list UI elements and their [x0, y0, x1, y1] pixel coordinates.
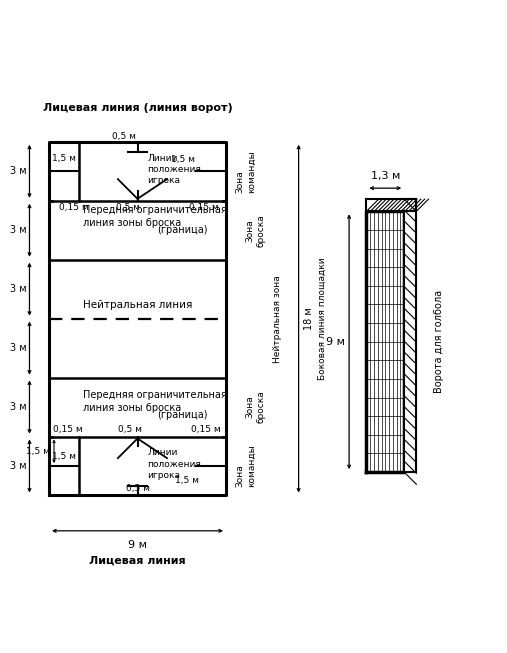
Text: Лицевая линия: Лицевая линия [89, 555, 186, 565]
Text: 0,5 м: 0,5 м [116, 203, 140, 212]
Text: 3 м: 3 м [10, 343, 26, 353]
Text: Боковая линия площадки: Боковая линия площадки [318, 257, 327, 380]
Text: 1,3 м: 1,3 м [371, 171, 400, 181]
Text: 0,5 м: 0,5 м [118, 425, 142, 434]
Bar [404, 199, 416, 472]
Text: 0,15 м: 0,15 м [189, 203, 219, 212]
Text: 3 м: 3 м [10, 167, 26, 176]
Text: 9 м: 9 м [128, 539, 147, 550]
Text: 0,5 м: 0,5 м [112, 133, 136, 142]
Text: Зона
команды: Зона команды [236, 150, 256, 193]
Text: Передняя ограничительная
линия зоны броска: Передняя ограничительная линия зоны брос… [83, 205, 226, 228]
Text: 1,5 м: 1,5 м [171, 155, 195, 164]
Text: Передняя ограничительная
линия зоны броска: Передняя ограничительная линия зоны брос… [83, 390, 226, 413]
Text: 1,5 м: 1,5 м [174, 476, 199, 485]
Text: (граница): (граница) [157, 410, 208, 420]
Text: 1,5 м: 1,5 м [52, 452, 76, 460]
Text: Нейтральная линия: Нейтральная линия [83, 300, 192, 310]
Text: 0,15 м: 0,15 м [53, 425, 83, 434]
Text: Зона
броска: Зона броска [245, 214, 266, 247]
Text: Зона
броска: Зона броска [245, 390, 266, 423]
Text: 0,5 м: 0,5 м [126, 485, 150, 494]
Text: 0,15 м: 0,15 м [59, 203, 89, 212]
Text: 1,5 м: 1,5 м [52, 154, 76, 163]
Text: 18 м: 18 м [304, 308, 313, 330]
Text: 3 м: 3 м [10, 461, 26, 471]
Text: 3 м: 3 м [10, 284, 26, 294]
Text: Нейтральная зона: Нейтральная зона [272, 275, 281, 362]
Text: Линии
положения
игрока: Линии положения игрока [148, 449, 201, 479]
Text: (граница): (граница) [157, 225, 208, 235]
Text: Линии
положения
игрока: Линии положения игрока [148, 153, 201, 185]
Text: Лицевая линия (линия ворот): Лицевая линия (линия ворот) [43, 103, 232, 114]
Text: 1,5 м: 1,5 м [26, 447, 50, 456]
Bar [367, 199, 416, 212]
Text: 9 м: 9 м [326, 337, 345, 347]
Text: 3 м: 3 м [10, 402, 26, 412]
Text: 0,15 м: 0,15 м [191, 425, 221, 434]
Text: 3 м: 3 м [10, 225, 26, 235]
Text: Зона
команды: Зона команды [236, 445, 256, 487]
Text: Ворота для голбола: Ворота для голбола [434, 290, 444, 393]
